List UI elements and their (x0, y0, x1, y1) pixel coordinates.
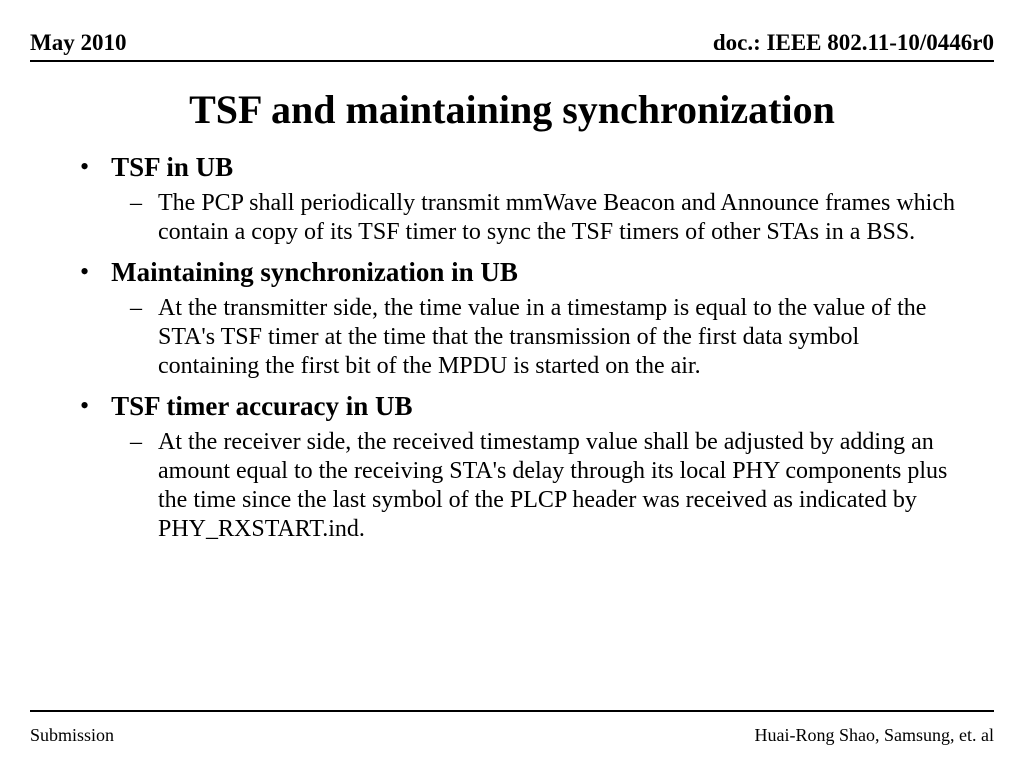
bullet-text: TSF timer accuracy in UB (111, 390, 412, 424)
slide-content: • TSF in UB – The PCP shall periodically… (0, 151, 1024, 543)
dash-marker: – (130, 189, 142, 218)
sub-bullet-text: At the receiver side, the received times… (158, 428, 964, 543)
dash-marker: – (130, 294, 142, 323)
slide-footer: Submission Huai-Rong Shao, Samsung, et. … (30, 725, 994, 746)
bullet-text: TSF in UB (111, 151, 233, 185)
dash-marker: – (130, 428, 142, 457)
header-doc-id: doc.: IEEE 802.11-10/0446r0 (713, 30, 994, 56)
bullet-item: • TSF in UB (80, 151, 964, 185)
bullet-text: Maintaining synchronization in UB (111, 256, 518, 290)
sub-bullet-item: – At the transmitter side, the time valu… (130, 294, 964, 380)
slide-title: TSF and maintaining synchronization (0, 86, 1024, 133)
footer-right: Huai-Rong Shao, Samsung, et. al (755, 725, 994, 746)
bullet-marker: • (80, 256, 89, 287)
footer-rule (30, 710, 994, 712)
bullet-item: • Maintaining synchronization in UB (80, 256, 964, 290)
footer-left: Submission (30, 725, 114, 746)
header-rule (30, 60, 994, 62)
header-date: May 2010 (30, 30, 126, 56)
sub-bullet-text: At the transmitter side, the time value … (158, 294, 964, 380)
bullet-marker: • (80, 151, 89, 182)
sub-bullet-text: The PCP shall periodically transmit mmWa… (158, 189, 964, 247)
sub-bullet-item: – At the receiver side, the received tim… (130, 428, 964, 543)
bullet-marker: • (80, 390, 89, 421)
sub-bullet-item: – The PCP shall periodically transmit mm… (130, 189, 964, 247)
slide-header: May 2010 doc.: IEEE 802.11-10/0446r0 (0, 0, 1024, 60)
bullet-item: • TSF timer accuracy in UB (80, 390, 964, 424)
